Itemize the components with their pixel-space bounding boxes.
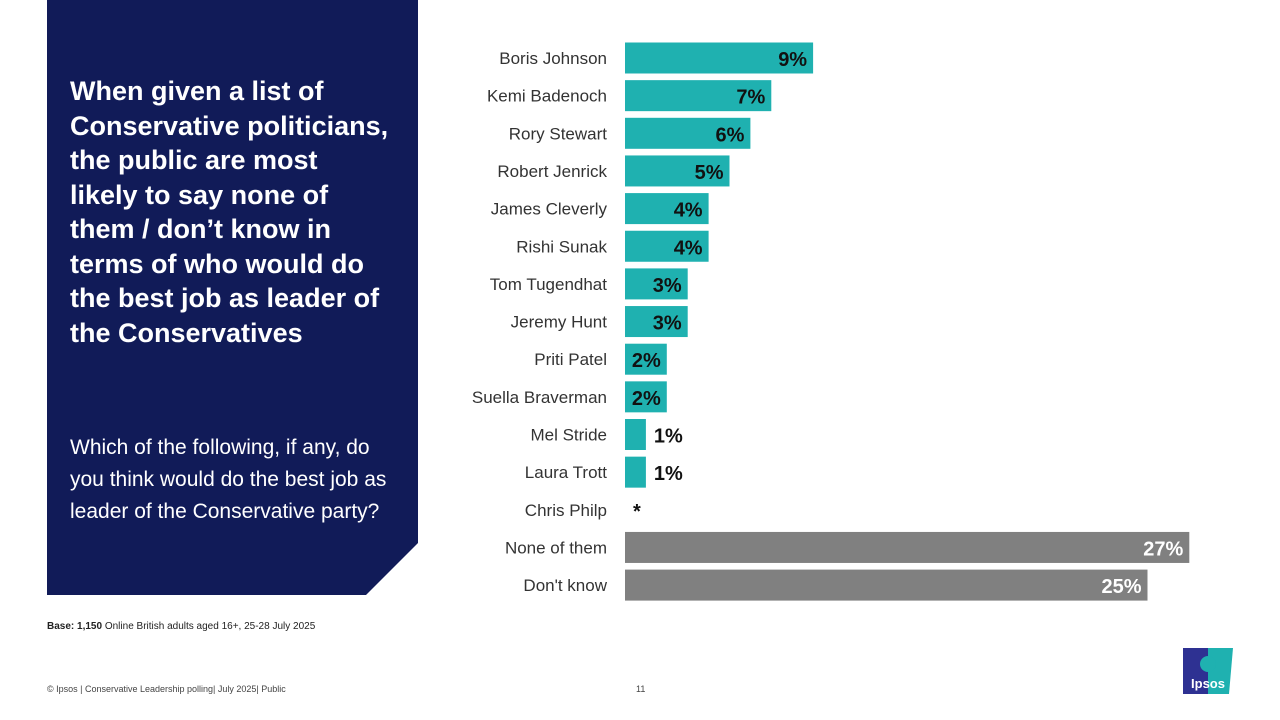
bar — [625, 193, 709, 225]
data-label: 1% — [654, 463, 683, 485]
survey-question: Which of the following, if any, do you t… — [70, 436, 387, 523]
data-label: 5% — [695, 162, 724, 184]
data-label: * — [633, 501, 641, 523]
base-note: Base: 1,150 Online British adults aged 1… — [47, 621, 315, 632]
category-label: James Cleverly — [491, 200, 608, 219]
data-label: 27% — [1143, 538, 1183, 560]
bar — [625, 456, 646, 488]
base-count: 1,150 — [77, 621, 103, 632]
data-label: 2% — [632, 388, 661, 410]
bar — [625, 80, 772, 112]
category-label: Tom Tugendhat — [490, 275, 607, 294]
data-label: 7% — [736, 87, 765, 109]
base-text: Online British adults aged 16+, 25-28 Ju… — [104, 621, 316, 632]
data-label: 2% — [632, 350, 661, 372]
bar — [625, 268, 688, 300]
data-label: 4% — [674, 200, 703, 222]
ipsos-logo: Ipsos — [1183, 648, 1233, 694]
bar — [625, 531, 1190, 563]
data-label: 1% — [654, 426, 683, 448]
data-label: 25% — [1101, 576, 1141, 598]
bar — [625, 381, 667, 413]
data-label: 3% — [653, 275, 682, 297]
category-label: Kemi Badenoch — [487, 87, 607, 106]
bar — [625, 306, 688, 338]
category-label: Laura Trott — [525, 463, 607, 482]
data-label: 6% — [715, 124, 744, 146]
bar — [625, 42, 814, 74]
category-label: Boris Johnson — [499, 49, 607, 68]
category-label: Rory Stewart — [509, 124, 608, 143]
page-number: 11 — [636, 684, 646, 694]
category-label: Robert Jenrick — [497, 162, 607, 181]
bar — [625, 343, 667, 375]
category-label: Priti Patel — [534, 350, 607, 369]
category-label: Chris Philp — [525, 501, 607, 520]
category-label: Suella Braverman — [472, 388, 607, 407]
bar — [625, 569, 1148, 601]
data-label: 9% — [778, 49, 807, 71]
footer: © Ipsos | Conservative Leadership pollin… — [47, 684, 286, 694]
slide-title: When given a list of Conservative politi… — [70, 76, 389, 348]
category-label: Mel Stride — [530, 426, 607, 445]
bar — [625, 117, 751, 149]
bar-chart: Boris Johnson 9% Kemi Badenoch 7% Rory Stewa… — [472, 42, 1190, 601]
data-label: 4% — [674, 237, 703, 259]
svg-text:Ipsos: Ipsos — [1191, 676, 1225, 691]
category-label: Don't know — [523, 576, 607, 595]
data-label: 3% — [653, 313, 682, 335]
category-label: None of them — [505, 538, 607, 557]
category-label: Rishi Sunak — [516, 237, 607, 256]
base-label: Base: — [47, 621, 75, 632]
title-panel: When given a list of Conservative politi… — [47, 0, 418, 595]
bar — [625, 230, 709, 262]
bar — [625, 155, 730, 187]
bar — [625, 419, 646, 450]
category-label: Jeremy Hunt — [511, 313, 608, 332]
